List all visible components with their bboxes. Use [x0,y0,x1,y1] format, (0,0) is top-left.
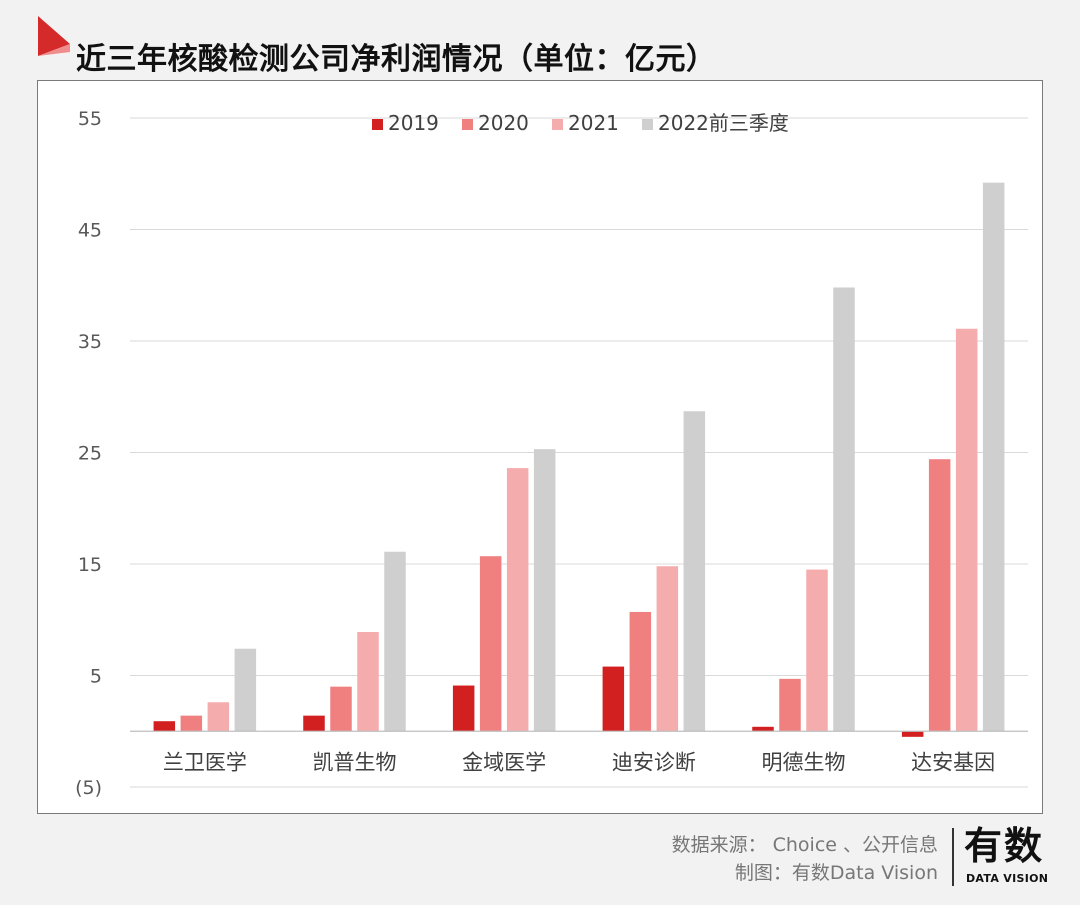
bar-chart: 55 45 35 25 15 5 (5) 兰卫医学 凯普生物 金域医学 迪安诊断 明德生物 达安基因 2… [75,108,1028,799]
legend-label-2020: 2020 [478,111,529,135]
bar-2020-明德生物 [779,678,801,732]
legend-label-2022前三季度: 2022前三季度 [658,111,789,135]
y-tick-label: 25 [78,443,102,465]
footer-source: 数据来源： Choice 、公开信息 制图：有数Data Vision [672,831,938,887]
y-tick-label: 35 [78,331,102,353]
bar-2019-迪安诊断 [602,666,625,732]
chart-title: 近三年核酸检测公司净利润情况（单位：亿元） [76,42,717,77]
bar-2022前三季度-达安基因 [982,182,1005,732]
y-tick-label: (5) [75,777,102,799]
x-tick-label: 凯普生物 [313,750,397,774]
bar-2019-达安基因 [901,731,924,737]
title-row: 近三年核酸检测公司净利润情况（单位：亿元） [38,14,1038,77]
legend-label-2021: 2021 [568,111,619,135]
legend-label-2019: 2019 [388,111,439,135]
chart-container: 55 45 35 25 15 5 (5) 兰卫医学 凯普生物 金域医学 迪安诊断 明德生物 达安基因 2… [37,80,1043,814]
bar-2021-金域医学 [506,468,529,732]
bar-2019-明德生物 [752,726,774,732]
source-text: 数据来源： Choice 、公开信息 [671,834,938,856]
y-tick-label: 55 [78,108,102,130]
bar-2020-达安基因 [928,459,951,732]
title-flag-icon [38,16,70,56]
x-tick-label: 明德生物 [762,750,846,774]
bar-2021-明德生物 [806,569,828,732]
bar-2019-兰卫医学 [153,721,176,732]
bar-2022前三季度-兰卫医学 [234,648,257,732]
bar-2020-凯普生物 [330,686,352,732]
bar-2021-凯普生物 [357,632,379,732]
legend-swatch-2021 [552,119,563,130]
bar-2019-金域医学 [452,685,475,732]
brand-logo-subtitle: DATA VISION [966,872,1049,885]
y-tick-label: 5 [90,666,102,688]
grid-layer [130,117,1028,788]
x-tick-label: 金域医学 [462,750,546,774]
x-tick-label: 迪安诊断 [612,750,696,774]
bar-2020-兰卫医学 [180,715,203,732]
bar-2021-达安基因 [955,328,978,732]
bars-layer [153,182,1005,737]
bar-2022前三季度-凯普生物 [384,551,406,732]
x-tick-label: 达安基因 [911,750,995,774]
axis-layer: 55 45 35 25 15 5 (5) 兰卫医学 凯普生物 金域医学 迪安诊断 明德生物 达安基因 [75,108,1028,799]
bar-2020-金域医学 [479,556,502,732]
footer-divider [952,828,954,886]
bar-2021-兰卫医学 [207,702,230,732]
legend-swatch-2022前三季度 [642,119,653,130]
bar-2020-迪安诊断 [629,611,652,732]
bar-2022前三季度-明德生物 [833,287,855,732]
credit-text: 制图：有数Data Vision [734,862,938,884]
y-tick-label: 15 [78,554,102,576]
y-tick-label: 45 [78,220,102,242]
x-tick-label: 兰卫医学 [163,750,247,774]
legend: 2019 2020 2021 2022前三季度 [372,111,789,135]
bar-2019-凯普生物 [303,715,325,732]
bar-2022前三季度-迪安诊断 [683,411,706,732]
bar-2021-迪安诊断 [656,566,679,732]
legend-swatch-2019 [372,119,383,130]
bar-2022前三季度-金域医学 [533,449,556,732]
brand-logo: 有数 [964,824,1045,868]
legend-swatch-2020 [462,119,473,130]
